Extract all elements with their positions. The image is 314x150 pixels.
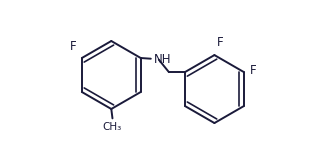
Text: CH₃: CH₃ [103,122,122,132]
Text: NH: NH [154,53,171,66]
Text: F: F [217,36,223,49]
Text: F: F [69,40,76,53]
Text: F: F [250,64,256,77]
